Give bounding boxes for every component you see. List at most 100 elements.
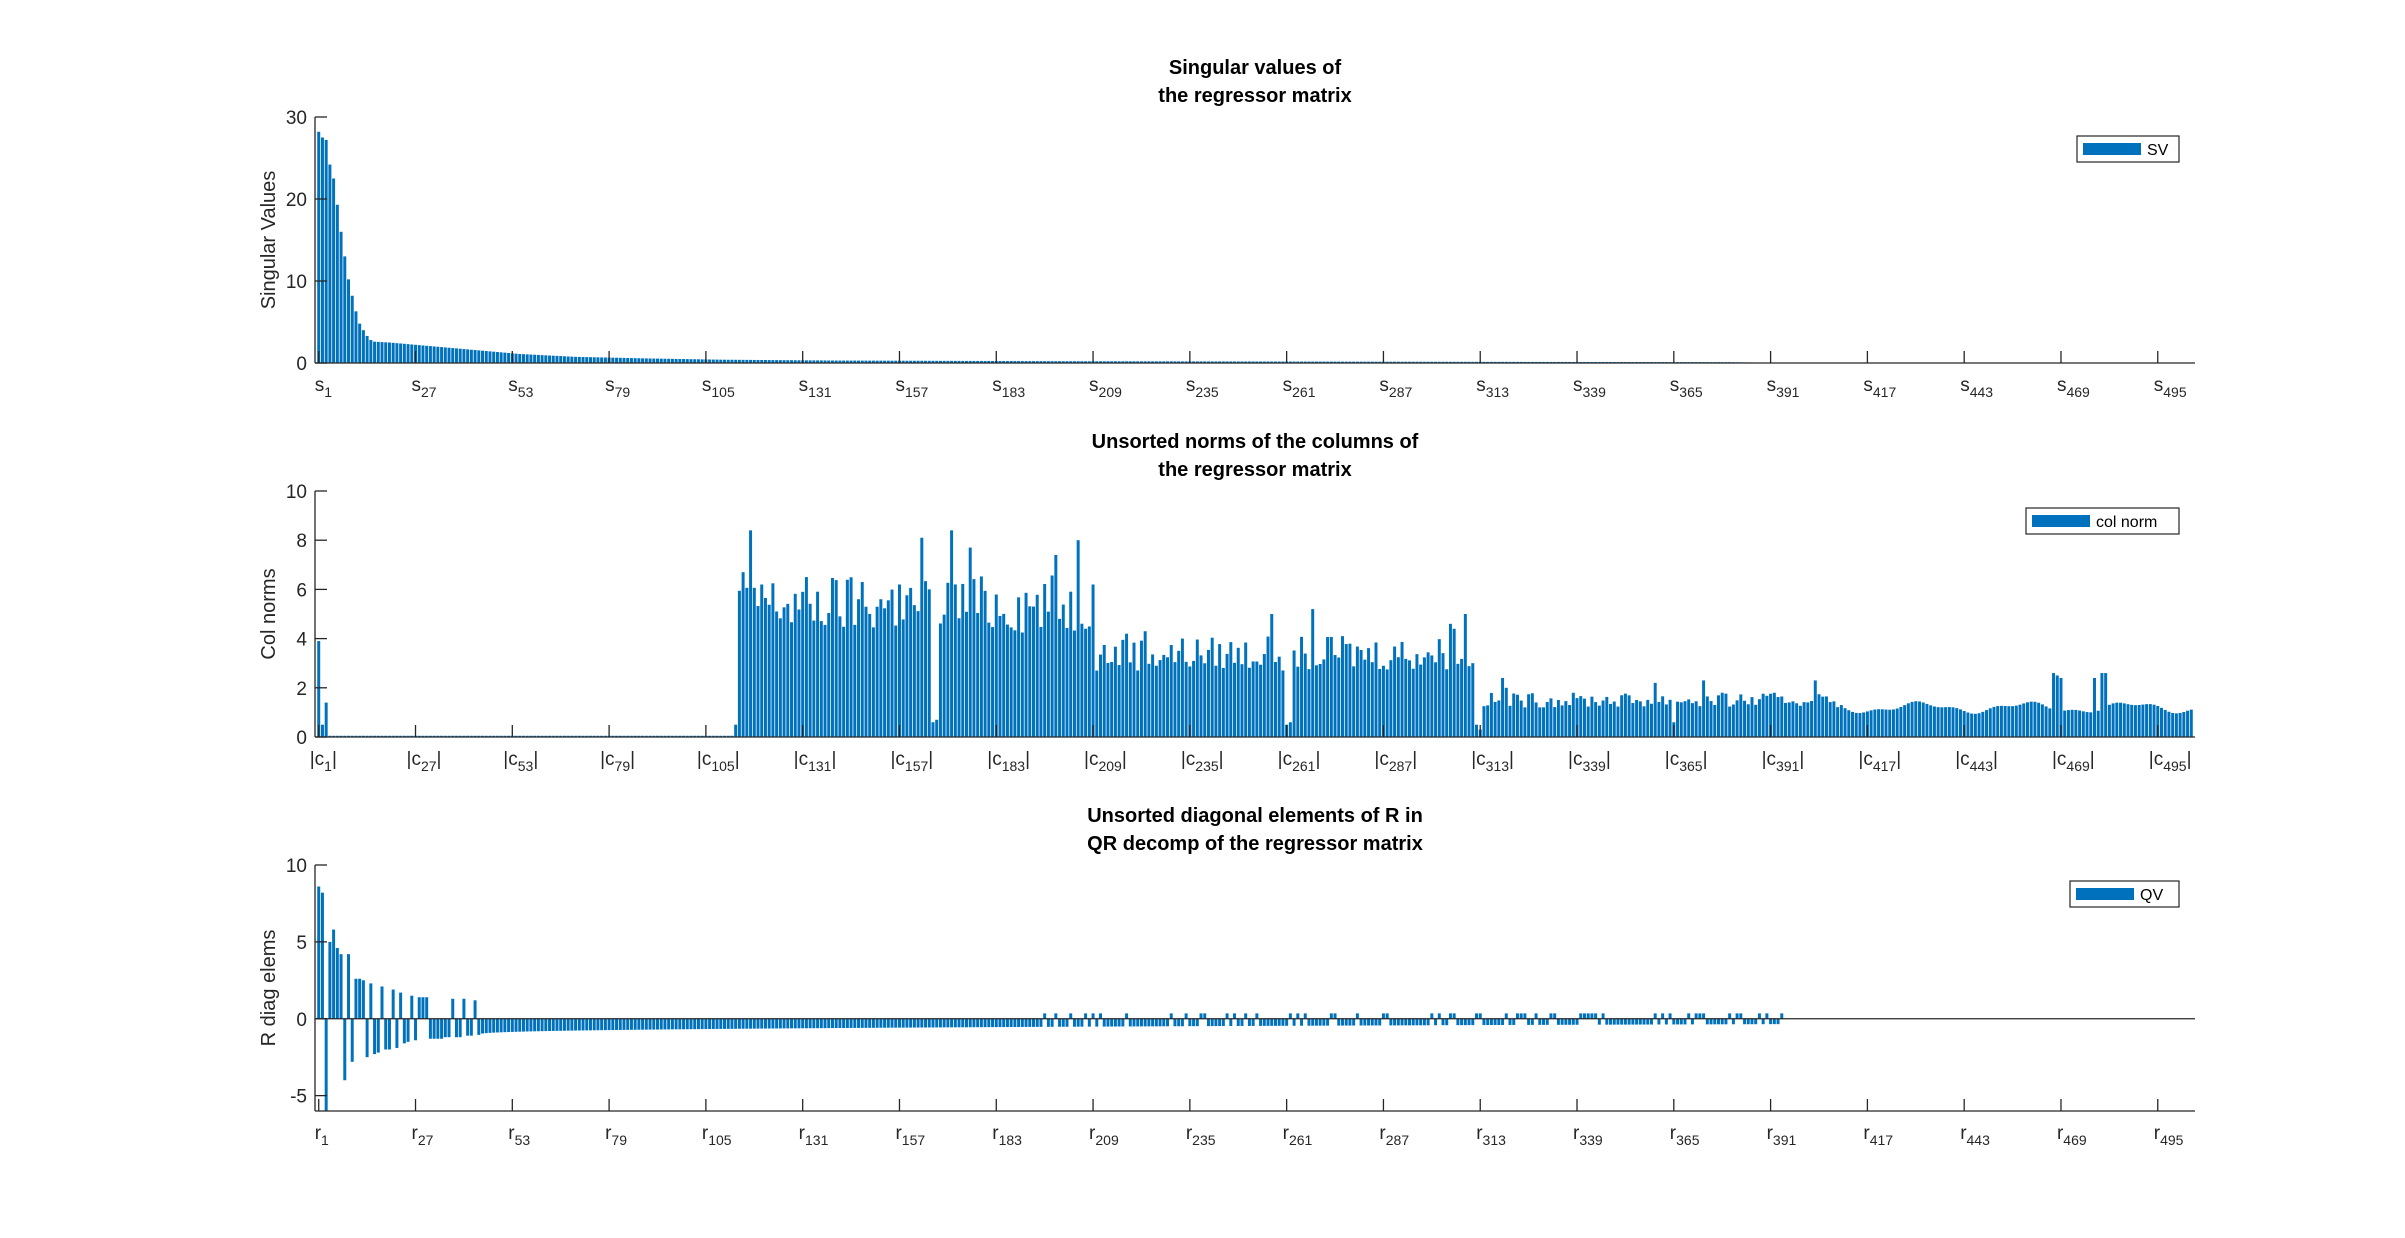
bar: [924, 581, 928, 737]
bar: [1095, 361, 1099, 363]
bar: [1545, 1018, 1549, 1025]
bar: [704, 1018, 708, 1030]
bar: [324, 139, 328, 363]
bar: [987, 622, 991, 737]
bar: [1378, 668, 1382, 737]
bar: [1121, 361, 1125, 363]
bar: [1195, 361, 1199, 363]
bar: [905, 360, 909, 363]
bar: [335, 948, 339, 1019]
bar: [607, 1018, 611, 1031]
bar: [481, 1018, 485, 1034]
bar: [979, 576, 983, 737]
bar: [1694, 701, 1698, 737]
bar: [317, 131, 321, 363]
chart-title-line: the regressor matrix: [1158, 85, 1351, 107]
bar: [484, 351, 488, 363]
bar: [1549, 1013, 1553, 1019]
bar: [853, 624, 857, 737]
bar: [1214, 1018, 1218, 1027]
bar: [2059, 677, 2063, 737]
bar: [685, 359, 689, 363]
bar: [1728, 1013, 1732, 1019]
bar: [458, 348, 462, 363]
x-tick-label: |c209|: [1084, 749, 1127, 774]
bar: [469, 349, 473, 363]
bar: [1028, 361, 1032, 363]
bar: [737, 590, 741, 737]
bar: [1166, 361, 1170, 363]
bar: [2025, 702, 2029, 737]
bar: [927, 1018, 931, 1028]
bar: [1430, 655, 1434, 737]
bar: [1769, 1018, 1773, 1025]
bar: [1061, 361, 1065, 363]
bar: [1810, 701, 1814, 737]
bar: [994, 594, 998, 737]
bar: [860, 1018, 864, 1028]
bar: [1035, 361, 1039, 363]
bar: [965, 611, 968, 737]
bar: [380, 342, 384, 363]
bar: [1743, 700, 1747, 737]
bar: [1288, 1013, 1292, 1019]
bar: [466, 349, 470, 363]
bar: [540, 1018, 544, 1032]
bar: [775, 1018, 779, 1029]
bar: [1735, 700, 1739, 737]
bar: [2182, 711, 2186, 737]
bar: [968, 360, 972, 363]
bar: [778, 618, 782, 737]
bar: [1798, 705, 1802, 737]
bar: [361, 980, 365, 1019]
bar: [521, 1018, 525, 1032]
bar: [1247, 361, 1251, 363]
bar: [1229, 361, 1233, 363]
x-tick-label: |c183|: [987, 749, 1030, 774]
x-tick-label: r495: [2154, 1123, 2184, 1148]
bar: [1538, 1018, 1542, 1025]
bar: [879, 1018, 883, 1028]
bar: [1307, 361, 1311, 363]
bar: [525, 1018, 529, 1032]
bar: [410, 995, 414, 1019]
bar: [883, 608, 887, 737]
bar: [1199, 361, 1203, 363]
bar: [763, 360, 767, 363]
bar: [1620, 695, 1624, 737]
bar: [1069, 1013, 1073, 1019]
bar: [1348, 1018, 1352, 1026]
bar: [726, 359, 730, 363]
bar: [1102, 1018, 1106, 1027]
bar: [931, 1018, 935, 1028]
bar: [2104, 673, 2108, 737]
bar: [1050, 361, 1054, 363]
bar: [1173, 1018, 1177, 1027]
bar: [1888, 709, 1892, 737]
bar: [421, 997, 425, 1019]
bar: [1065, 361, 1069, 363]
bar: [760, 1018, 764, 1029]
bar: [1043, 584, 1047, 737]
bar: [1396, 657, 1400, 737]
bar: [2044, 706, 2048, 737]
bar: [1300, 636, 1304, 737]
bar: [1605, 1018, 1609, 1025]
bar: [767, 360, 771, 363]
bar: [1337, 1018, 1341, 1026]
x-tick-label: |c235|: [1181, 749, 1224, 774]
bar: [399, 343, 403, 363]
bar: [894, 360, 898, 363]
bar: [637, 358, 641, 363]
bar: [1333, 361, 1337, 363]
bar: [782, 1018, 786, 1029]
bar: [581, 357, 585, 363]
bar: [1728, 706, 1732, 737]
bar: [1154, 361, 1158, 363]
bar: [495, 1018, 499, 1033]
bar: [726, 1018, 730, 1029]
bar: [1430, 1013, 1434, 1019]
bar: [1482, 706, 1486, 737]
bar: [864, 1018, 868, 1028]
bar: [1824, 696, 1828, 737]
